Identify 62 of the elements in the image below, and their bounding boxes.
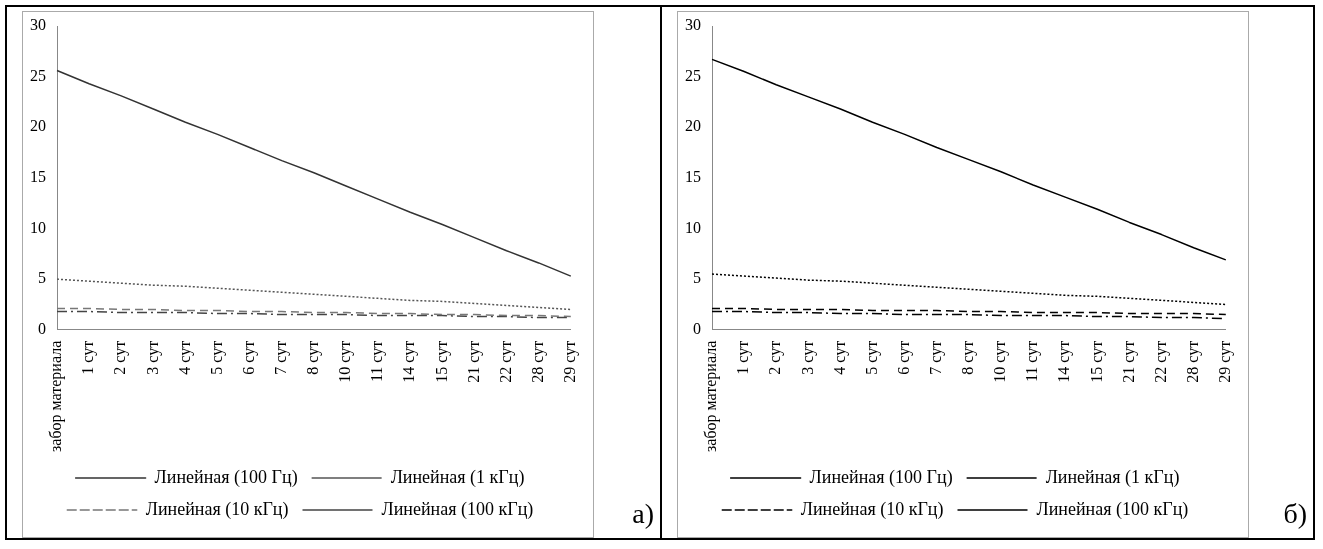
- line-series: [56, 278, 572, 311]
- x-tick-label: 10 сут: [991, 340, 1010, 383]
- x-tick-label: 15 сут: [1087, 340, 1106, 383]
- x-tick-label: 29 сут: [561, 340, 579, 383]
- x-tick-label: 6 сут: [894, 340, 913, 375]
- y-tick-label: 10: [30, 218, 46, 236]
- x-tick-label: 3 сут: [143, 340, 162, 375]
- x-tick-label: 29 сут: [1216, 340, 1234, 383]
- legend-label: Линейная (100 Гц): [809, 466, 953, 488]
- x-tick-label: 1 сут: [79, 340, 98, 375]
- legend-label: Линейная (100 кГц): [381, 498, 534, 520]
- line-series: [711, 307, 1227, 316]
- text: а): [632, 498, 654, 530]
- text: б): [1283, 498, 1307, 530]
- x-tick-label: забор материала: [47, 340, 66, 452]
- legend-label: Линейная (100 Гц): [154, 466, 298, 488]
- x-tick-label: 2 сут: [111, 340, 130, 375]
- x-tick-label: 8 сут: [304, 340, 323, 375]
- x-tick-label: 10 сут: [336, 340, 355, 383]
- y-tick-label: 15: [685, 168, 701, 186]
- x-tick-label: забор материала: [702, 340, 721, 452]
- y-tick-label: 30: [685, 16, 701, 34]
- x-tick-label: 21 сут: [1119, 340, 1138, 383]
- x-tick-label: 8 сут: [959, 340, 978, 375]
- legend-label: Линейная (100 кГц): [1036, 498, 1189, 520]
- y-tick-label: 5: [38, 269, 46, 287]
- y-tick-label: 25: [685, 66, 701, 84]
- x-tick-label: 11 сут: [368, 340, 387, 383]
- legend-label: Линейная (10 кГц): [800, 498, 944, 520]
- legend-label: Линейная (10 кГц): [145, 498, 289, 520]
- x-tick-label: 4 сут: [830, 340, 849, 375]
- table-frame: Линейная (100 Гц) Линейная (1 кГц) Линейная (10 кГц) Линейная (100 кГц) забор материала 1 сут 2 сут 3 сут 4 сут 5 сут 6 сут 7 сут 8 сут 10 сут 11 сут 14 сут 15 сут 21 сут 22 сут 28 сут 29 сут 0 5 10 15 20 25 30 а) Линейная (100 Гц) Линейная (1 кГц) Линейная (10 кГц) Линейная (100 кГц) забор материала 1 сут 2 сут 3 сут 4 сут 5 сут 6 сут 7 сут 8 сут 10 сут 11 сут 14 сут 15 сут 21 сут 22 сут 28 сут 29 сут 0 5 10 15 20 25 30 б): [5, 5, 1315, 540]
- legend-label: Линейная (1 кГц): [1045, 466, 1180, 488]
- y-tick-label: 10: [685, 218, 701, 236]
- x-tick-label: 2 сут: [766, 340, 785, 375]
- x-tick-label: 21 сут: [464, 340, 483, 383]
- x-tick-label: 11 сут: [1023, 340, 1042, 383]
- x-tick-label: 14 сут: [1055, 340, 1074, 383]
- y-tick-label: 5: [693, 269, 701, 287]
- legend-label: Линейная (1 кГц): [390, 466, 525, 488]
- x-tick-label: 1 сут: [734, 340, 753, 375]
- y-tick-label: 30: [30, 16, 46, 34]
- y-tick-label: 0: [693, 319, 701, 337]
- x-tick-label: 7 сут: [926, 340, 945, 375]
- y-tick-label: 20: [685, 117, 701, 135]
- x-tick-label: 7 сут: [271, 340, 290, 375]
- x-tick-label: 5 сут: [862, 340, 881, 375]
- y-tick-label: 15: [30, 168, 46, 186]
- x-tick-label: 28 сут: [1183, 340, 1202, 383]
- line-series: [711, 273, 1227, 306]
- x-tick-label: 22 сут: [496, 340, 515, 383]
- x-tick-label: 4 сут: [175, 340, 194, 375]
- x-tick-label: 14 сут: [400, 340, 419, 383]
- x-tick-label: 22 сут: [1151, 340, 1170, 383]
- y-tick-label: 25: [30, 66, 46, 84]
- x-tick-label: 15 сут: [432, 340, 451, 383]
- y-tick-label: 20: [30, 117, 46, 135]
- x-tick-label: 28 сут: [528, 340, 547, 383]
- x-tick-label: 6 сут: [239, 340, 258, 375]
- x-tick-label: 5 сут: [207, 340, 226, 375]
- x-tick-label: 3 сут: [798, 340, 817, 375]
- y-tick-label: 0: [38, 319, 46, 337]
